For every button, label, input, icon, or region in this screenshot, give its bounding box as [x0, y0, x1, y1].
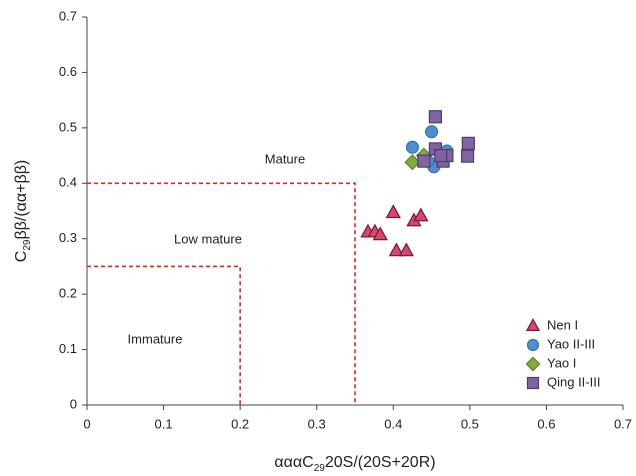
- boundary-line: [87, 265, 241, 405]
- y-tick-label: 0.7: [59, 8, 77, 23]
- x-tick-label: 0.4: [384, 416, 402, 431]
- legend-label: Yao II-III: [547, 336, 595, 351]
- point: [428, 110, 442, 124]
- boundary-line: [87, 182, 356, 405]
- point: [405, 140, 420, 154]
- legend-label: Yao I: [547, 355, 576, 370]
- point: [398, 242, 414, 257]
- zone-label: Immature: [128, 331, 183, 346]
- y-tick-label: 0.1: [59, 341, 77, 356]
- legend-marker: [526, 338, 540, 352]
- point: [460, 149, 475, 163]
- y-tick-label: 0: [70, 396, 77, 411]
- point: [385, 204, 401, 219]
- point: [434, 148, 448, 163]
- x-tick-label: 0: [83, 416, 90, 431]
- point: [404, 154, 421, 171]
- point: [417, 154, 431, 168]
- zone-label: Mature: [265, 151, 305, 166]
- y-axis-label: C29ββ/(αα+ββ): [13, 160, 33, 262]
- y-tick-label: 0.4: [59, 175, 77, 190]
- y-tick-label: 0.3: [59, 230, 77, 245]
- legend-marker: [525, 356, 541, 372]
- point: [372, 226, 388, 241]
- y-tick-label: 0.5: [59, 119, 77, 134]
- label-part: C: [13, 251, 30, 263]
- point: [413, 207, 429, 222]
- label-part: αααC: [274, 454, 313, 471]
- label-part: 20S/(20S+20R): [325, 454, 436, 471]
- x-tick-label: 0.7: [614, 416, 632, 431]
- point: [388, 242, 404, 257]
- label-part: 29: [22, 239, 33, 251]
- x-tick-label: 0.6: [537, 416, 555, 431]
- x-tick-label: 0.3: [308, 416, 326, 431]
- y-tick-label: 0.6: [59, 64, 77, 79]
- zone-label: Low mature: [174, 231, 242, 246]
- label-part: ββ/(αα+ββ): [13, 160, 30, 240]
- legend-label: Nen I: [547, 317, 578, 332]
- x-tick-label: 0.2: [231, 416, 249, 431]
- y-tick-label: 0.2: [59, 286, 77, 301]
- x-tick-label: 0.1: [155, 416, 173, 431]
- legend-label: Qing II-III: [547, 374, 600, 389]
- legend-marker: [525, 318, 541, 331]
- point: [424, 125, 439, 139]
- label-part: 29: [314, 463, 326, 474]
- x-axis-label: αααC2920S/(20S+20R): [274, 454, 435, 474]
- point: [461, 136, 475, 150]
- legend-marker: [526, 376, 540, 390]
- x-tick-label: 0.5: [461, 416, 479, 431]
